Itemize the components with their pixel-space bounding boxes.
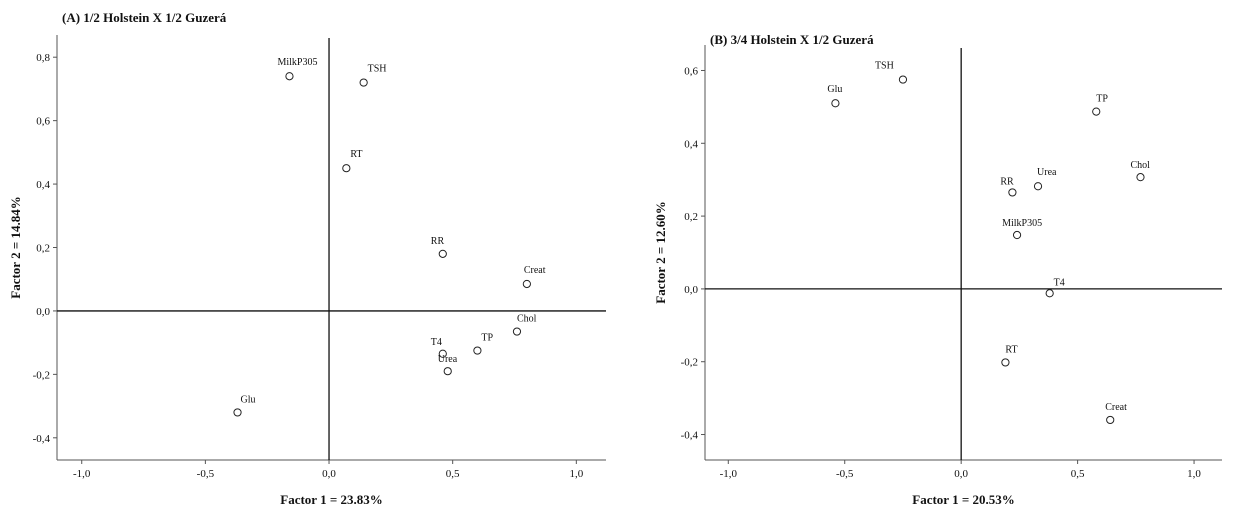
x-tick-label: 1,0 xyxy=(569,468,583,480)
data-point xyxy=(1001,358,1010,367)
x-tick-label: -1,0 xyxy=(720,468,738,480)
data-point xyxy=(522,279,531,289)
data-point-label: Chol xyxy=(517,314,537,325)
data-point xyxy=(898,75,908,84)
data-point xyxy=(1045,289,1054,298)
data-point-label: RT xyxy=(1005,344,1017,355)
data-point xyxy=(342,164,351,173)
y-tick-label: 0,0 xyxy=(36,306,50,318)
data-point-label: T4 xyxy=(431,337,442,348)
data-point-label: Chol xyxy=(1130,160,1150,171)
x-tick-label: 0,5 xyxy=(446,468,460,480)
panel-b: (B) 3/4 Holstein X 1/2 Guzerá -1,0 -0,5 0,… xyxy=(653,32,1222,507)
y-tick-label: 0,4 xyxy=(684,138,698,150)
y-tick-label: 0,6 xyxy=(36,116,50,128)
data-point xyxy=(512,327,522,336)
data-point xyxy=(473,346,482,355)
data-point xyxy=(1008,188,1017,197)
data-point xyxy=(1136,173,1145,182)
y-tick-label: -0,2 xyxy=(33,369,50,381)
data-point xyxy=(831,99,840,108)
x-axis-title: Factor 1 = 20.53% xyxy=(912,492,1014,507)
data-point-label: TSH xyxy=(875,61,894,72)
data-point-label: Glu xyxy=(827,84,842,95)
y-axis-title: Factor 2 = 14.84% xyxy=(8,196,23,298)
data-point xyxy=(438,249,447,258)
data-point-label: RT xyxy=(350,149,362,160)
y-tick-label: 0,2 xyxy=(684,211,698,223)
x-tick-label: 0,5 xyxy=(1071,468,1085,480)
data-point-label: Creat xyxy=(1105,402,1127,413)
chart-title: (A) 1/2 Holstein X 1/2 Guzerá xyxy=(62,10,227,25)
data-point-label: TP xyxy=(481,333,493,344)
data-point-label: MilkP305 xyxy=(1002,218,1042,229)
panel-a: (A) 1/2 Holstein X 1/2 Guzerá -1,0 -0,5 0,… xyxy=(8,10,606,507)
data-point xyxy=(233,408,242,417)
data-point xyxy=(1012,230,1022,240)
data-point xyxy=(443,367,452,376)
data-point xyxy=(1033,182,1043,191)
data-point-label: Creat xyxy=(524,265,546,276)
y-axis-title: Factor 2 = 12.60% xyxy=(653,201,668,303)
y-tick-label: -0,4 xyxy=(681,430,699,442)
x-tick-label: -1,0 xyxy=(73,468,91,480)
data-point-label: Glu xyxy=(241,394,256,405)
y-tick-label: 0,4 xyxy=(36,179,50,191)
x-axis-title: Factor 1 = 23.83% xyxy=(280,492,382,507)
y-tick-label: -0,2 xyxy=(681,357,698,369)
data-point-label: T4 xyxy=(1054,277,1065,288)
y-tick-label: 0,6 xyxy=(684,65,698,77)
y-tick-label: 0,8 xyxy=(36,52,50,64)
data-point xyxy=(359,78,368,87)
data-point-label: TP xyxy=(1096,94,1108,105)
chart-title: (B) 3/4 Holstein X 1/2 Guzerá xyxy=(710,32,874,47)
data-point-label: Urea xyxy=(438,354,458,365)
y-tick-label: -0,4 xyxy=(33,433,51,445)
x-tick-label: -0,5 xyxy=(836,468,854,480)
y-tick-label: 0,0 xyxy=(684,284,698,296)
data-point-label: TSH xyxy=(368,64,387,75)
data-point-label: Urea xyxy=(1037,167,1057,178)
data-point-label: RR xyxy=(431,236,445,247)
data-point xyxy=(1092,107,1101,116)
data-point xyxy=(1106,415,1115,425)
x-tick-label: 0,0 xyxy=(322,468,336,480)
data-point-label: MilkP305 xyxy=(277,57,317,68)
data-point xyxy=(285,72,294,81)
x-tick-label: 1,0 xyxy=(1187,468,1201,480)
data-point-label: RR xyxy=(1000,176,1014,187)
data-point xyxy=(438,349,447,358)
x-tick-label: 0,0 xyxy=(954,468,968,480)
x-tick-label: -0,5 xyxy=(197,468,215,480)
y-tick-label: 0,2 xyxy=(36,243,50,255)
